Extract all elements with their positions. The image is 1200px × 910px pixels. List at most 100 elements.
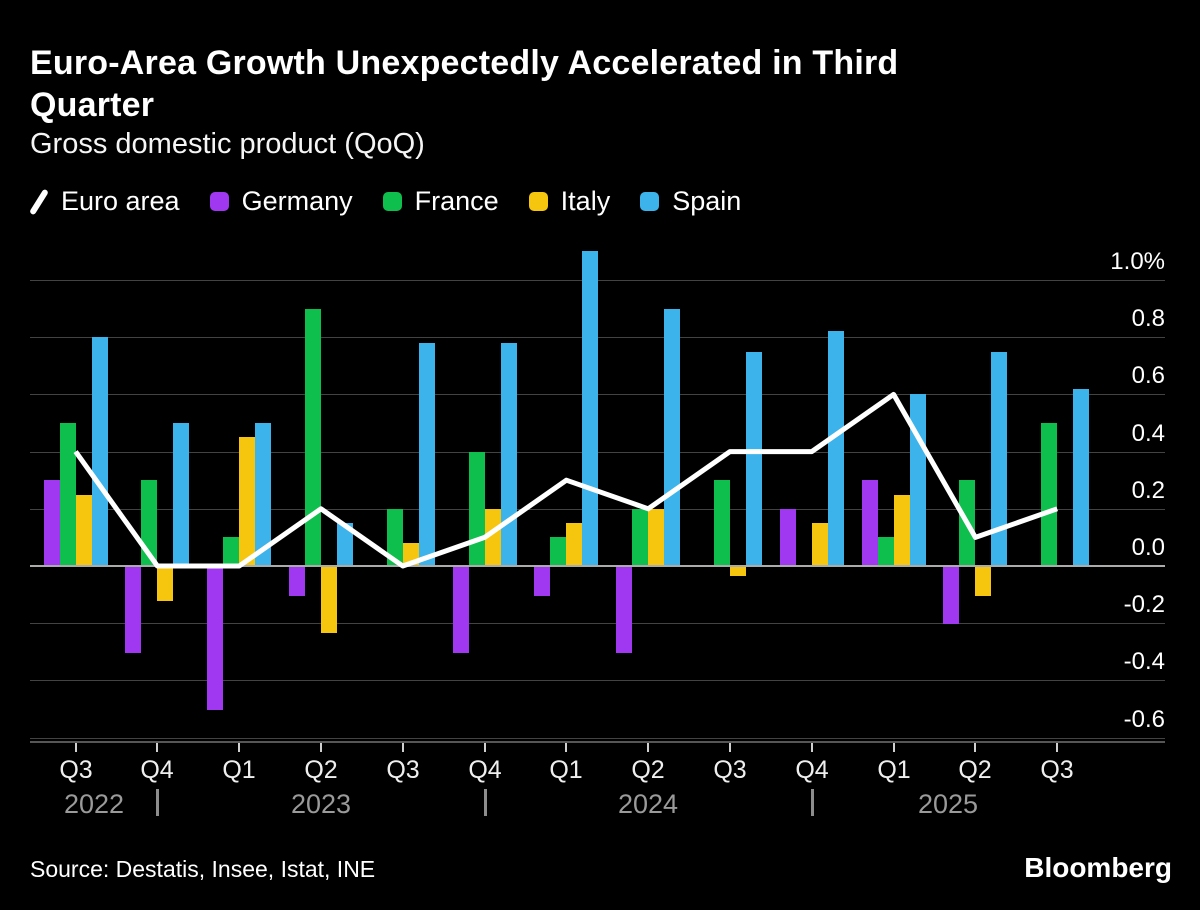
legend-label: Italy bbox=[560, 186, 611, 216]
gridline bbox=[30, 680, 1165, 681]
x-axis-quarter-label: Q3 bbox=[1040, 756, 1074, 784]
spain-bar bbox=[173, 423, 189, 566]
y-axis-label: 0.0 bbox=[1131, 534, 1165, 561]
germany-bar bbox=[289, 567, 305, 596]
legend-label: Euro area bbox=[61, 186, 180, 216]
italy-bar bbox=[321, 567, 337, 633]
bloomberg-logo: Bloomberg bbox=[1024, 852, 1172, 883]
france-bar bbox=[223, 537, 239, 566]
x-axis-quarter-label: Q3 bbox=[386, 756, 420, 784]
legend-item-germany: Germany bbox=[209, 186, 353, 217]
chart-title-line-1: Euro-Area Growth Unexpectedly Accelerate… bbox=[30, 44, 899, 82]
zero-baseline bbox=[30, 565, 1165, 567]
france-bar bbox=[305, 309, 321, 566]
legend-item-france: France bbox=[382, 186, 499, 217]
y-axis-label: 0.4 bbox=[1131, 420, 1165, 447]
x-axis-year-label: 2023 bbox=[290, 789, 352, 819]
x-axis-tick bbox=[238, 743, 240, 752]
y-axis-label: 1.0% bbox=[1110, 248, 1165, 275]
germany-swatch-icon bbox=[209, 192, 229, 211]
france-bar bbox=[469, 452, 485, 566]
x-axis-tick bbox=[1056, 743, 1058, 752]
france-bar bbox=[959, 480, 975, 566]
italy-bar bbox=[812, 523, 828, 566]
italy-bar bbox=[485, 509, 501, 566]
italy-swatch-icon bbox=[528, 192, 548, 211]
france-bar bbox=[141, 480, 157, 566]
x-axis-quarter-label: Q3 bbox=[59, 756, 93, 784]
spain-bar bbox=[582, 251, 598, 566]
x-axis-quarter-label: Q4 bbox=[468, 756, 502, 784]
x-axis-tick bbox=[75, 743, 77, 752]
x-axis-quarter-label: Q1 bbox=[222, 756, 256, 784]
year-divider bbox=[156, 789, 159, 816]
x-axis-tick bbox=[484, 743, 486, 752]
x-axis-tick bbox=[156, 743, 158, 752]
germany-bar bbox=[780, 509, 796, 566]
spain-bar bbox=[337, 523, 353, 566]
italy-bar bbox=[566, 523, 582, 566]
italy-bar bbox=[76, 495, 92, 567]
france-bar bbox=[60, 423, 76, 566]
spain-bar bbox=[255, 423, 271, 566]
x-axis-tick bbox=[402, 743, 404, 752]
x-axis-tick bbox=[974, 743, 976, 752]
x-axis-quarter-label: Q4 bbox=[140, 756, 174, 784]
france-bar bbox=[1041, 423, 1057, 566]
x-axis-tick bbox=[893, 743, 895, 752]
germany-bar bbox=[943, 567, 959, 624]
france-bar bbox=[878, 537, 894, 566]
legend-label: France bbox=[414, 186, 499, 216]
italy-bar bbox=[403, 543, 419, 566]
spain-bar bbox=[92, 337, 108, 566]
germany-bar bbox=[616, 567, 632, 653]
chart-legend: Euro area Germany France Italy Spain bbox=[29, 186, 741, 217]
year-divider bbox=[484, 789, 487, 816]
france-bar bbox=[632, 509, 648, 566]
x-axis-year-label: 2025 bbox=[917, 789, 979, 819]
france-bar bbox=[387, 509, 403, 566]
x-axis-line bbox=[30, 741, 1165, 743]
italy-bar bbox=[730, 567, 746, 576]
x-axis-quarter-label: Q3 bbox=[713, 756, 747, 784]
legend-item-spain: Spain bbox=[640, 186, 741, 217]
x-axis-year-label: 2022 bbox=[63, 789, 125, 819]
italy-bar bbox=[239, 437, 255, 566]
y-axis-label: 0.6 bbox=[1131, 362, 1165, 389]
germany-bar bbox=[453, 567, 469, 653]
chart-title-line-2: Quarter bbox=[30, 86, 155, 124]
source-note: Source: Destatis, Insee, Istat, INE bbox=[30, 856, 376, 882]
france-bar bbox=[714, 480, 730, 566]
y-axis-label: 0.2 bbox=[1131, 477, 1165, 504]
y-axis-label: -0.6 bbox=[1123, 706, 1165, 733]
x-axis-tick bbox=[647, 743, 649, 752]
germany-bar bbox=[862, 480, 878, 566]
x-axis-tick bbox=[565, 743, 567, 752]
legend-label: Spain bbox=[672, 186, 742, 216]
gridline bbox=[30, 623, 1165, 624]
gridline bbox=[30, 738, 1165, 739]
chart-subtitle: Gross domestic product (QoQ) bbox=[30, 128, 425, 160]
spain-bar bbox=[664, 309, 680, 566]
spain-bar bbox=[991, 352, 1007, 567]
legend-item-italy: Italy bbox=[528, 186, 611, 217]
spain-bar bbox=[910, 394, 926, 566]
italy-bar bbox=[648, 509, 664, 566]
chart-title: Euro-Area Growth Unexpectedly Accelerate… bbox=[0, 42, 1080, 126]
spain-bar bbox=[1073, 389, 1089, 566]
x-axis-tick bbox=[729, 743, 731, 752]
france-bar bbox=[550, 537, 566, 566]
spain-bar bbox=[828, 331, 844, 566]
y-axis-label: -0.4 bbox=[1123, 648, 1165, 675]
italy-bar bbox=[894, 495, 910, 567]
x-axis-quarter-label: Q2 bbox=[958, 756, 992, 784]
x-axis-quarter-label: Q1 bbox=[877, 756, 911, 784]
germany-bar bbox=[44, 480, 60, 566]
germany-bar bbox=[125, 567, 141, 653]
spain-swatch-icon bbox=[640, 192, 660, 211]
y-axis-label: 0.8 bbox=[1131, 305, 1165, 332]
spain-bar bbox=[419, 343, 435, 566]
x-axis-quarter-label: Q2 bbox=[304, 756, 338, 784]
